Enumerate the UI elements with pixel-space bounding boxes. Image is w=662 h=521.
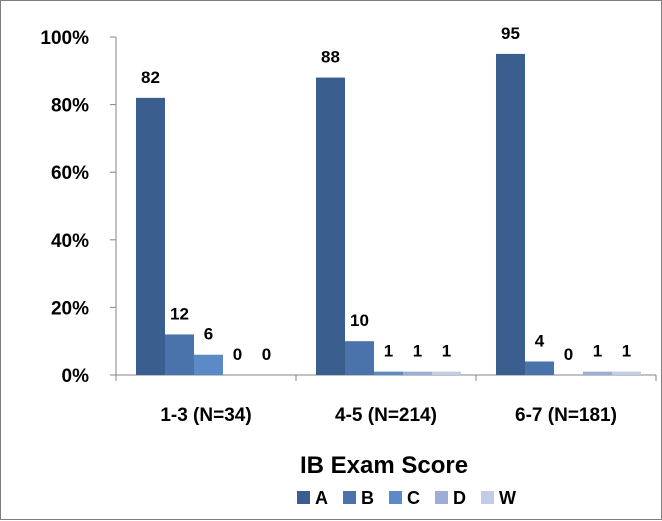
legend-label-w: W [499, 488, 516, 508]
bar-d [403, 371, 432, 375]
data-label: 82 [141, 68, 160, 87]
data-label: 10 [350, 311, 369, 330]
legend-swatch-c [389, 491, 402, 504]
data-label: 1 [593, 342, 602, 361]
data-label: 95 [501, 24, 520, 43]
y-tick-label: 100% [40, 28, 89, 49]
y-tick-label: 80% [51, 96, 89, 117]
bar-c [194, 354, 223, 375]
data-label: 4 [535, 331, 545, 350]
bar-c [374, 371, 403, 375]
x-tick-label: 6-7 (N=181) [515, 405, 617, 426]
data-label: 1 [622, 342, 631, 361]
x-tick-label: 4-5 (N=214) [335, 405, 437, 426]
data-label: 88 [321, 48, 340, 67]
x-axis-title: IB Exam Score [300, 452, 468, 479]
data-label: 0 [564, 345, 573, 364]
legend-swatch-w [481, 491, 494, 504]
bar-a [496, 53, 525, 376]
bar-b [345, 341, 374, 375]
bar-b [525, 361, 554, 375]
legend-label-c: C [407, 488, 420, 508]
y-tick-label: 60% [51, 163, 89, 184]
bar-b [165, 334, 194, 375]
y-tick-label: 0% [62, 366, 90, 387]
y-tick-label: 20% [51, 298, 89, 319]
legend-swatch-a [297, 491, 310, 504]
data-label: 12 [170, 304, 189, 323]
data-label: 1 [413, 342, 422, 361]
x-tick-label: 1-3 (N=34) [160, 405, 251, 426]
y-tick-label: 40% [51, 231, 89, 252]
data-label: 6 [204, 325, 213, 344]
legend-swatch-d [435, 491, 448, 504]
legend-label-d: D [453, 488, 466, 508]
legend-label-b: B [361, 488, 374, 508]
data-label: 1 [384, 342, 393, 361]
legend-label-a: A [315, 488, 328, 508]
bar-a [316, 77, 345, 375]
data-label: 1 [442, 342, 451, 361]
bar-a [136, 97, 165, 375]
legend-swatch-b [343, 491, 356, 504]
data-label: 0 [262, 345, 271, 364]
bar-w [432, 371, 461, 375]
bar-w [612, 371, 641, 375]
bar-d [583, 371, 612, 375]
data-label: 0 [233, 345, 242, 364]
